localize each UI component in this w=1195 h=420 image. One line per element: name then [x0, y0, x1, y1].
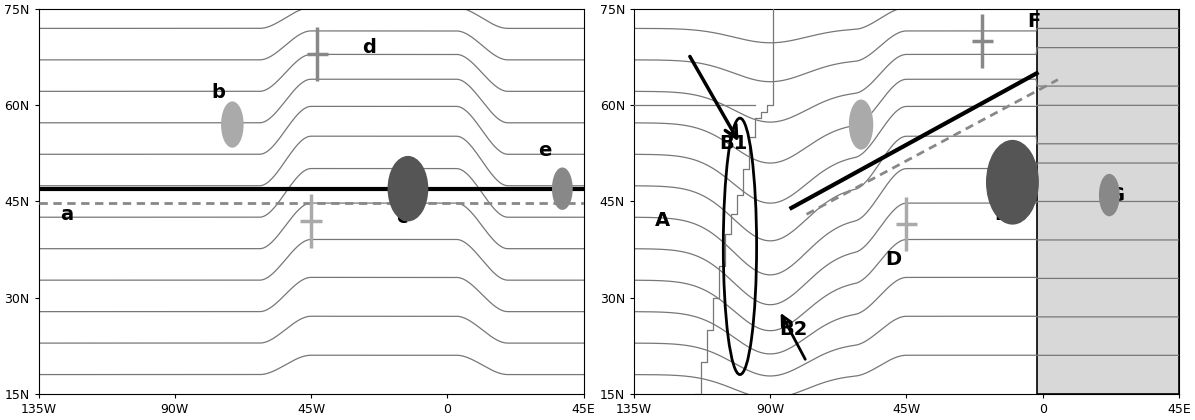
Circle shape	[850, 100, 872, 149]
Circle shape	[1099, 175, 1119, 215]
Text: G: G	[1109, 186, 1126, 205]
Ellipse shape	[388, 157, 428, 221]
Text: d: d	[362, 38, 376, 57]
Text: B2: B2	[779, 320, 808, 339]
Text: F: F	[1028, 13, 1041, 32]
Text: A: A	[655, 211, 670, 230]
Text: E: E	[994, 205, 1007, 224]
Text: a: a	[60, 205, 73, 224]
Text: b: b	[212, 83, 225, 102]
Circle shape	[552, 168, 572, 209]
Text: B1: B1	[718, 134, 747, 153]
Circle shape	[222, 102, 243, 147]
Text: e: e	[538, 141, 552, 160]
Text: D: D	[885, 249, 901, 269]
Bar	[1036, 9, 1179, 394]
Text: C: C	[852, 102, 866, 121]
Ellipse shape	[987, 141, 1038, 224]
Text: c: c	[396, 208, 407, 227]
